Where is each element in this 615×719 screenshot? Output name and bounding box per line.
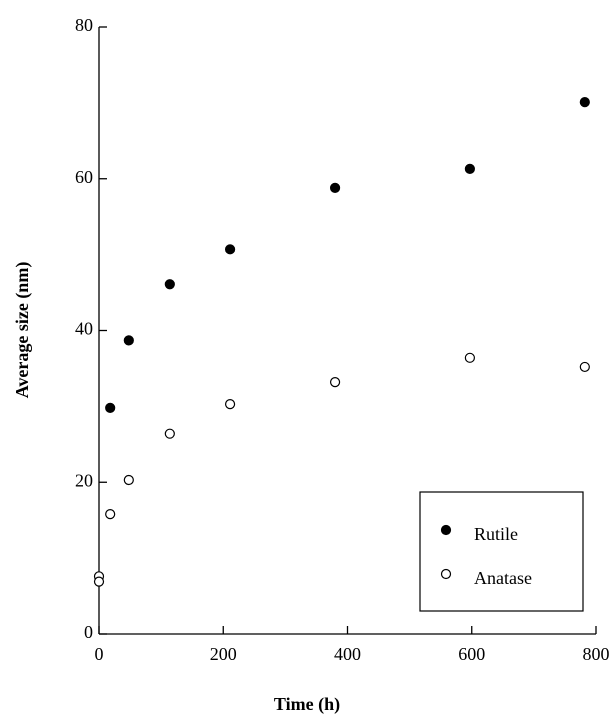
x-tick-label: 800 [583, 644, 610, 664]
y-tick-label: 20 [75, 470, 93, 490]
data-point [579, 97, 590, 108]
data-point [164, 279, 175, 290]
data-point [329, 376, 341, 388]
data-point [224, 398, 236, 410]
data-point [464, 352, 475, 363]
data-point [164, 428, 175, 439]
data-point [123, 335, 134, 346]
data-point [105, 402, 116, 413]
legend-label: Rutile [474, 524, 518, 544]
data-point [123, 474, 134, 486]
y-tick-label: 40 [75, 319, 93, 339]
y-tick-label: 80 [75, 15, 93, 35]
data-point [93, 576, 105, 587]
x-tick-label: 200 [210, 644, 237, 664]
data-point [329, 182, 341, 193]
x-axis-label: Time (h) [274, 694, 340, 715]
legend-label: Anatase [474, 568, 532, 588]
x-tick-label: 400 [334, 644, 361, 664]
y-axis-label: Average size (nm) [12, 262, 33, 399]
legend-marker [440, 568, 452, 580]
data-point [464, 163, 475, 174]
data-point [105, 509, 116, 520]
data-point [224, 244, 236, 255]
legend-box [419, 491, 584, 612]
legend-marker [440, 524, 452, 536]
data-point [579, 361, 590, 373]
x-tick-label: 600 [458, 644, 485, 664]
x-tick-label: 0 [95, 644, 104, 664]
y-tick-label: 60 [75, 167, 93, 187]
y-tick-label: 0 [84, 622, 93, 642]
